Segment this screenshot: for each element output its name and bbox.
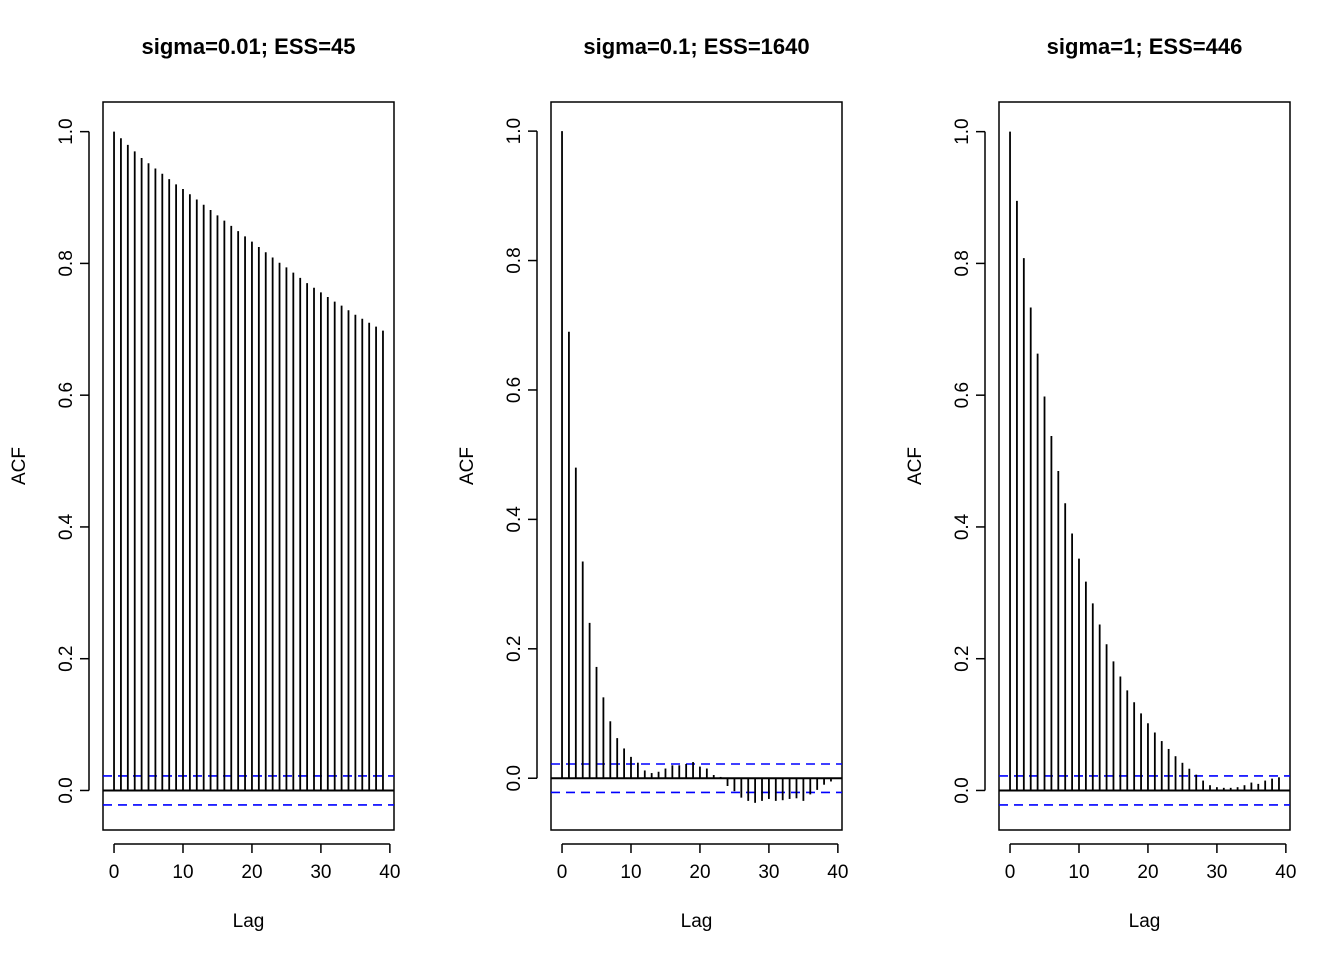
y-tick-label: 0.6 xyxy=(952,382,973,408)
x-tick-label: 20 xyxy=(689,862,710,883)
y-tick-label: 0.2 xyxy=(504,636,525,662)
y-tick-label: 0.0 xyxy=(504,765,525,791)
x-tick-label: 20 xyxy=(241,862,262,883)
x-tick-label: 20 xyxy=(1137,862,1158,883)
x-tick-label: 10 xyxy=(1068,862,1089,883)
plot-frame xyxy=(998,101,1291,831)
y-axis-label: ACF xyxy=(457,447,478,485)
x-axis-label: Lag xyxy=(681,911,713,932)
x-tick-label: 30 xyxy=(1206,862,1227,883)
y-tick-label: 1.0 xyxy=(952,118,973,144)
y-tick-label: 0.6 xyxy=(504,377,525,403)
x-tick-label: 0 xyxy=(557,862,568,883)
acf-panel-2: sigma=0.1; ESS=1640 0 10 20 30 40 0.0 0.2 0.4 0.6… xyxy=(457,34,848,932)
x-tick-label: 30 xyxy=(758,862,779,883)
x-tick-label: 30 xyxy=(310,862,331,883)
y-tick-label: 0.2 xyxy=(952,645,973,671)
x-tick-label: 40 xyxy=(827,862,848,883)
acf-panel-1: sigma=0.01; ESS=45 0 10 20 30 40 0.0 0.2 0.4 0.6 0… xyxy=(9,34,400,932)
x-tick-label: 10 xyxy=(172,862,193,883)
y-tick-label: 1.0 xyxy=(56,118,77,144)
x-axis-label: Lag xyxy=(1129,911,1161,932)
y-tick-label: 0.8 xyxy=(56,250,77,276)
y-tick-label: 0.4 xyxy=(952,513,973,540)
y-tick-label: 0.4 xyxy=(504,506,525,533)
chart-title: sigma=1; ESS=446 xyxy=(1047,34,1243,59)
y-tick-label: 0.8 xyxy=(952,250,973,276)
y-tick-label: 0.6 xyxy=(56,382,77,408)
x-tick-label: 10 xyxy=(620,862,641,883)
y-tick-label: 0.8 xyxy=(504,247,525,273)
plot-frame xyxy=(550,101,843,831)
y-tick-label: 1.0 xyxy=(504,118,525,144)
x-tick-label: 40 xyxy=(1275,862,1296,883)
x-tick-label: 40 xyxy=(379,862,400,883)
acf-panel-3: sigma=1; ESS=446 0 10 20 30 40 0.0 0.2 0.4 0.6 0.8… xyxy=(905,34,1296,932)
x-tick-label: 0 xyxy=(1005,862,1016,883)
x-tick-label: 0 xyxy=(109,862,120,883)
y-axis-label: ACF xyxy=(9,447,30,485)
y-tick-label: 0.0 xyxy=(56,777,77,803)
y-tick-label: 0.4 xyxy=(56,513,77,540)
y-tick-label: 0.0 xyxy=(952,777,973,803)
plot-frame xyxy=(102,101,395,831)
chart-title: sigma=0.01; ESS=45 xyxy=(141,34,355,59)
y-axis-label: ACF xyxy=(905,447,926,485)
chart-title: sigma=0.1; ESS=1640 xyxy=(583,34,809,59)
y-tick-label: 0.2 xyxy=(56,645,77,671)
x-axis-label: Lag xyxy=(233,911,265,932)
